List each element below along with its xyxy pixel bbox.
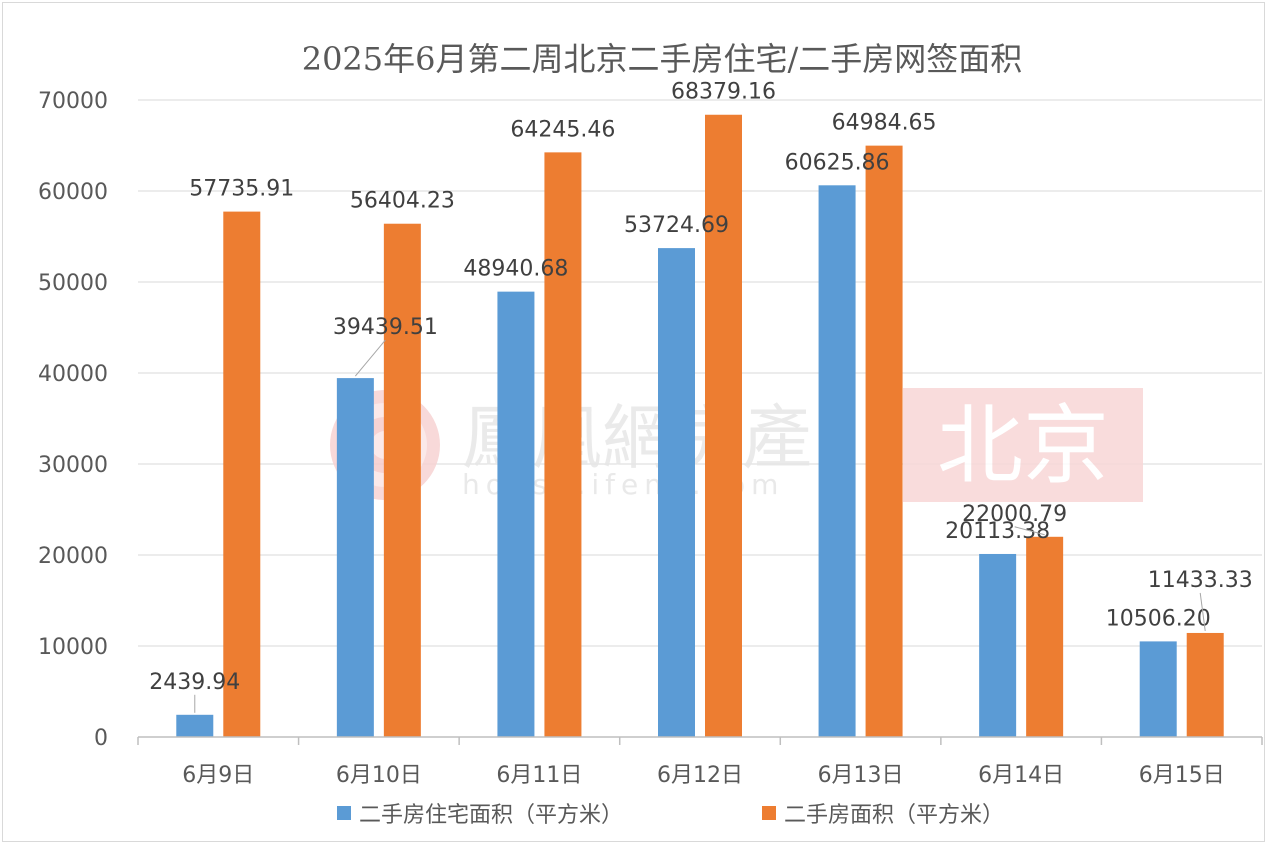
data-label: 60625.86 bbox=[785, 150, 890, 175]
y-tick-label: 70000 bbox=[38, 89, 108, 114]
x-tick-label: 6月11日 bbox=[496, 763, 582, 788]
data-label: 39439.51 bbox=[333, 315, 438, 340]
legend: 二手房住宅面积（平方米） 二手房面积（平方米） bbox=[337, 803, 1004, 828]
bar-series-2 bbox=[865, 145, 903, 738]
bar-series-1 bbox=[336, 378, 374, 737]
data-label: 64984.65 bbox=[832, 111, 937, 136]
data-label: 57735.91 bbox=[189, 177, 294, 202]
bar-series-2 bbox=[544, 152, 582, 737]
bar-series-1 bbox=[658, 248, 695, 737]
bar-series-1 bbox=[1139, 641, 1177, 737]
data-label-leader-line bbox=[354, 339, 386, 377]
y-tick-label: 40000 bbox=[38, 362, 108, 387]
data-label: 53724.69 bbox=[624, 213, 729, 238]
x-tick-label: 6月14日 bbox=[978, 763, 1064, 788]
legend-swatch-series-2 bbox=[762, 806, 776, 820]
x-tick-label: 6月15日 bbox=[1139, 763, 1225, 788]
data-label: 64245.46 bbox=[510, 117, 615, 142]
data-label: 22000.79 bbox=[962, 502, 1067, 527]
data-label: 11433.33 bbox=[1148, 568, 1253, 593]
data-label: 10506.20 bbox=[1106, 606, 1211, 631]
x-tick-label: 6月13日 bbox=[818, 763, 904, 788]
watermark-city: 北京 bbox=[937, 396, 1109, 496]
watermark-city-box bbox=[903, 388, 1143, 502]
bar-series-2 bbox=[705, 114, 742, 738]
y-tick-label: 10000 bbox=[38, 635, 108, 660]
bar-series-1 bbox=[497, 291, 535, 737]
legend-swatch-series-1 bbox=[337, 806, 351, 820]
data-label: 2439.94 bbox=[149, 670, 240, 695]
x-axis: 6月9日 6月10日 6月11日 6月12日 6月13日 6月14日 6月15日 bbox=[137, 736, 1263, 788]
data-label: 48940.68 bbox=[463, 257, 568, 282]
y-tick-label: 0 bbox=[94, 726, 108, 751]
bar-series-1 bbox=[979, 553, 1017, 737]
bar-series-1 bbox=[176, 714, 214, 737]
chart-title: 2025年6月第二周北京二手房住宅/二手房网签面积 bbox=[302, 40, 1023, 78]
y-tick-label: 50000 bbox=[38, 271, 108, 296]
data-labels: 2439.94 57735.91 39439.51 56404.23 48940.68 6… bbox=[149, 80, 1253, 713]
data-label: 68379.16 bbox=[671, 80, 776, 105]
gridlines bbox=[138, 99, 1262, 647]
bar-series-2 bbox=[223, 211, 261, 738]
x-tick-label: 6月10日 bbox=[336, 763, 422, 788]
y-tick-label: 20000 bbox=[38, 544, 108, 569]
bar-series-2 bbox=[1026, 536, 1064, 737]
legend-label-series-2: 二手房面积（平方米） bbox=[784, 803, 1004, 828]
legend-label-series-1: 二手房住宅面积（平方米） bbox=[359, 803, 623, 828]
y-tick-label: 30000 bbox=[38, 453, 108, 478]
y-axis-ticks: 0 10000 20000 30000 40000 50000 60000 70000 bbox=[38, 89, 108, 751]
bar-series-2 bbox=[383, 223, 421, 738]
data-label: 56404.23 bbox=[350, 189, 455, 214]
x-tick-label: 6月12日 bbox=[657, 763, 743, 788]
data-label-leader-line bbox=[1199, 592, 1206, 632]
bars bbox=[176, 114, 1224, 738]
data-label-leader-line bbox=[1014, 526, 1045, 536]
x-tick-label: 6月9日 bbox=[182, 763, 254, 788]
bar-series-1 bbox=[818, 185, 856, 737]
bar-series-2 bbox=[1186, 632, 1224, 737]
y-tick-label: 60000 bbox=[38, 180, 108, 205]
